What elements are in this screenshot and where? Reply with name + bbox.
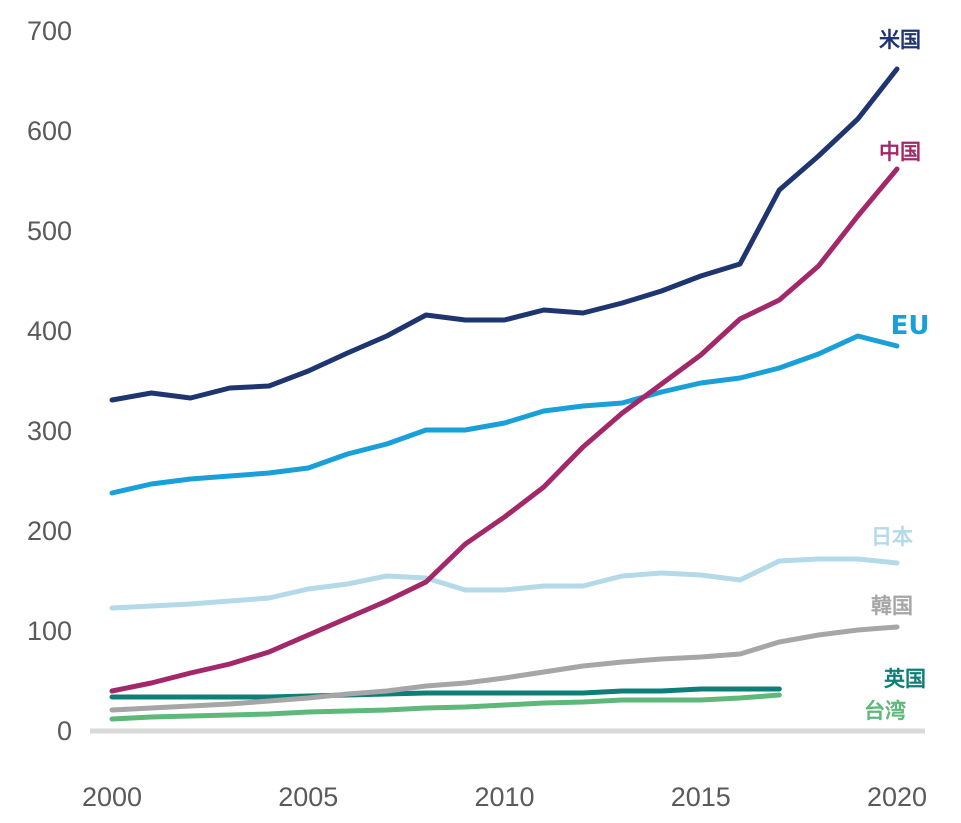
series-line <box>109 66 900 403</box>
y-tick-label: 500 <box>27 216 72 246</box>
series-line <box>109 686 782 700</box>
y-tick-label: 100 <box>27 616 72 646</box>
y-tick-label: 0 <box>57 716 72 746</box>
series-line <box>109 692 782 722</box>
series-label: EU <box>891 311 930 341</box>
y-tick-label: 200 <box>27 516 72 546</box>
x-tick-label: 2010 <box>474 782 534 812</box>
x-tick-label: 2000 <box>82 782 142 812</box>
x-tick-label: 2005 <box>278 782 338 812</box>
y-axis-ticks: 0 100 200 300 400 500 600 700 <box>27 16 72 746</box>
x-tick-label: 2015 <box>671 782 731 812</box>
y-tick-label: 300 <box>27 416 72 446</box>
series-label: 米国 <box>879 28 921 52</box>
series-label: 台湾 <box>864 699 906 723</box>
x-tick-label: 2020 <box>867 782 927 812</box>
series-label: 英国 <box>884 667 926 691</box>
y-tick-label: 700 <box>27 16 72 46</box>
y-tick-label: 400 <box>27 316 72 346</box>
y-tick-label: 600 <box>27 116 72 146</box>
series-line <box>109 166 900 694</box>
series-label: 日本 <box>871 525 913 549</box>
series-label: 中国 <box>879 140 921 164</box>
series-line <box>109 556 900 611</box>
series-lines <box>109 66 900 722</box>
x-axis-ticks: 2000 2005 2010 2015 2020 <box>82 782 927 812</box>
series-label: 韓国 <box>871 594 913 618</box>
series-line <box>109 624 900 713</box>
series-line <box>109 333 900 496</box>
